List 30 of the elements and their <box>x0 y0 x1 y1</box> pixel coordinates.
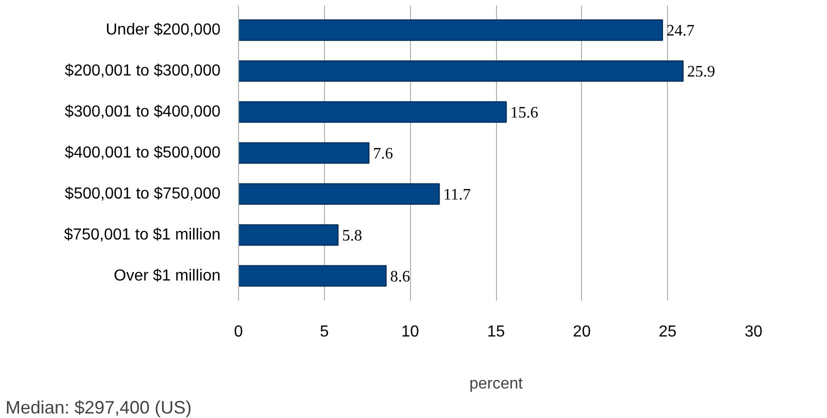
bar <box>238 19 664 41</box>
data-label: 25.9 <box>687 64 716 81</box>
x-tick-label: 25 <box>658 324 677 340</box>
bar <box>238 183 440 205</box>
data-label: 8.6 <box>390 268 410 286</box>
y-tick-label: Over $1 million <box>114 267 220 284</box>
x-tick-label: 0 <box>234 324 244 340</box>
y-tick-label: $750,001 to $1 million <box>64 226 221 244</box>
data-label: 15.6 <box>510 104 538 122</box>
x-tick-label: 10 <box>401 324 420 340</box>
y-tick-label: Under $200,000 <box>106 22 221 39</box>
x-tick-label: 5 <box>320 324 329 340</box>
x-tick-label: 20 <box>572 324 591 340</box>
y-tick-label: $500,001 to $750,000 <box>64 185 221 202</box>
x-axis-title: percent <box>469 376 524 392</box>
y-tick-label: $400,001 to $500,000 <box>64 144 221 162</box>
bar <box>238 224 339 246</box>
data-label: 24.7 <box>666 22 695 40</box>
y-tick-label: $200,001 to $300,000 <box>64 62 221 80</box>
text: Median: $297,400 (US) <box>6 398 192 418</box>
bar <box>238 142 370 164</box>
data-label: 11.7 <box>443 186 471 204</box>
bar <box>238 265 387 287</box>
data-label: 7.6 <box>372 146 393 162</box>
data-label: 5.8 <box>342 227 362 244</box>
x-tick-label: 30 <box>744 324 762 340</box>
x-tick-label: 15 <box>487 324 505 340</box>
bar <box>238 101 507 123</box>
bar <box>238 60 684 82</box>
y-tick-label: $300,001 to $400,000 <box>64 104 221 121</box>
